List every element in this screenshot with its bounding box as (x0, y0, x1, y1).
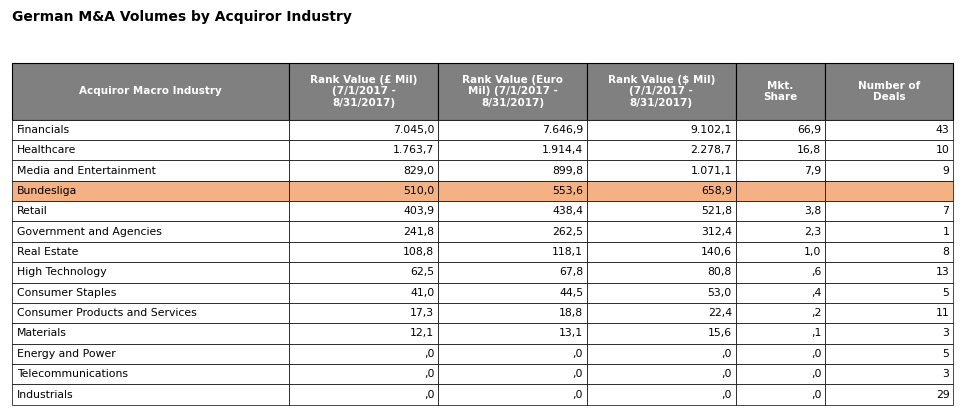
Text: Rank Value (Euro
Mil) (7/1/2017 -
8/31/2017): Rank Value (Euro Mil) (7/1/2017 - 8/31/2… (462, 75, 563, 108)
Text: Government and Agencies: Government and Agencies (17, 226, 162, 237)
Text: Consumer Staples: Consumer Staples (17, 288, 117, 298)
Text: ,0: ,0 (423, 369, 434, 379)
Text: 3,8: 3,8 (804, 206, 822, 216)
Text: 44,5: 44,5 (559, 288, 583, 298)
Text: 12,1: 12,1 (410, 328, 434, 339)
Text: 403,9: 403,9 (403, 206, 434, 216)
Text: 66,9: 66,9 (797, 125, 822, 135)
Text: 553,6: 553,6 (552, 186, 583, 196)
Text: 8: 8 (943, 247, 949, 257)
Text: 2,3: 2,3 (804, 226, 822, 237)
Text: Energy and Power: Energy and Power (17, 349, 116, 359)
Text: 17,3: 17,3 (410, 308, 434, 318)
Text: ,6: ,6 (811, 267, 822, 277)
Text: Mkt.
Share: Mkt. Share (763, 81, 798, 102)
Text: Industrials: Industrials (17, 390, 74, 399)
Text: 3: 3 (943, 328, 949, 339)
Text: ,0: ,0 (721, 390, 732, 399)
Text: 7.646,9: 7.646,9 (541, 125, 583, 135)
Text: 80,8: 80,8 (708, 267, 732, 277)
Text: 7,9: 7,9 (804, 166, 822, 175)
Text: 1.914,4: 1.914,4 (541, 145, 583, 155)
Text: 5: 5 (943, 349, 949, 359)
Text: Rank Value ($ Mil)
(7/1/2017 -
8/31/2017): Rank Value ($ Mil) (7/1/2017 - 8/31/2017… (608, 75, 715, 108)
Text: 438,4: 438,4 (552, 206, 583, 216)
Text: Retail: Retail (17, 206, 48, 216)
Text: 3: 3 (943, 369, 949, 379)
Text: 10: 10 (936, 145, 949, 155)
Text: ,0: ,0 (572, 369, 583, 379)
Text: Acquiror Macro Industry: Acquiror Macro Industry (79, 86, 222, 96)
Text: ,0: ,0 (811, 390, 822, 399)
Text: 829,0: 829,0 (403, 166, 434, 175)
Text: 2.278,7: 2.278,7 (690, 145, 732, 155)
Text: 1,0: 1,0 (804, 247, 822, 257)
Text: Materials: Materials (17, 328, 67, 339)
Text: 67,8: 67,8 (559, 267, 583, 277)
Text: 9.102,1: 9.102,1 (690, 125, 732, 135)
Text: Real Estate: Real Estate (17, 247, 79, 257)
Text: 22,4: 22,4 (708, 308, 732, 318)
Text: 108,8: 108,8 (403, 247, 434, 257)
Text: 7: 7 (943, 206, 949, 216)
Text: 15,6: 15,6 (708, 328, 732, 339)
Text: ,0: ,0 (811, 349, 822, 359)
Text: 262,5: 262,5 (552, 226, 583, 237)
Text: 13,1: 13,1 (559, 328, 583, 339)
Text: 7.045,0: 7.045,0 (393, 125, 434, 135)
Text: 5: 5 (943, 288, 949, 298)
Text: ,0: ,0 (721, 369, 732, 379)
Text: ,0: ,0 (423, 349, 434, 359)
Text: 1.763,7: 1.763,7 (393, 145, 434, 155)
Text: Rank Value (£ Mil)
(7/1/2017 -
8/31/2017): Rank Value (£ Mil) (7/1/2017 - 8/31/2017… (310, 75, 418, 108)
Text: 11: 11 (936, 308, 949, 318)
Text: 9: 9 (943, 166, 949, 175)
Text: Bundesliga: Bundesliga (17, 186, 78, 196)
Text: 521,8: 521,8 (701, 206, 732, 216)
Text: 140,6: 140,6 (701, 247, 732, 257)
Text: 658,9: 658,9 (701, 186, 732, 196)
Text: ,0: ,0 (811, 369, 822, 379)
Text: 41,0: 41,0 (410, 288, 434, 298)
Text: Telecommunications: Telecommunications (17, 369, 129, 379)
Text: 13: 13 (936, 267, 949, 277)
Text: 1: 1 (943, 226, 949, 237)
Text: High Technology: High Technology (17, 267, 107, 277)
Text: 312,4: 312,4 (701, 226, 732, 237)
Text: ,0: ,0 (572, 390, 583, 399)
Text: ,2: ,2 (811, 308, 822, 318)
Text: 118,1: 118,1 (552, 247, 583, 257)
Text: Number of
Deals: Number of Deals (858, 81, 921, 102)
Text: Media and Entertainment: Media and Entertainment (17, 166, 156, 175)
Text: 29: 29 (936, 390, 949, 399)
Text: ,0: ,0 (572, 349, 583, 359)
Text: 43: 43 (936, 125, 949, 135)
Text: Consumer Products and Services: Consumer Products and Services (17, 308, 197, 318)
Text: 899,8: 899,8 (552, 166, 583, 175)
Text: 16,8: 16,8 (797, 145, 822, 155)
Text: ,0: ,0 (721, 349, 732, 359)
Text: ,1: ,1 (811, 328, 822, 339)
Text: 18,8: 18,8 (559, 308, 583, 318)
Text: 510,0: 510,0 (403, 186, 434, 196)
Text: Financials: Financials (17, 125, 70, 135)
Text: Healthcare: Healthcare (17, 145, 77, 155)
Text: German M&A Volumes by Acquiror Industry: German M&A Volumes by Acquiror Industry (12, 10, 351, 24)
Text: ,0: ,0 (423, 390, 434, 399)
Text: 62,5: 62,5 (410, 267, 434, 277)
Text: 53,0: 53,0 (708, 288, 732, 298)
Text: 241,8: 241,8 (403, 226, 434, 237)
Text: ,4: ,4 (811, 288, 822, 298)
Text: 1.071,1: 1.071,1 (690, 166, 732, 175)
